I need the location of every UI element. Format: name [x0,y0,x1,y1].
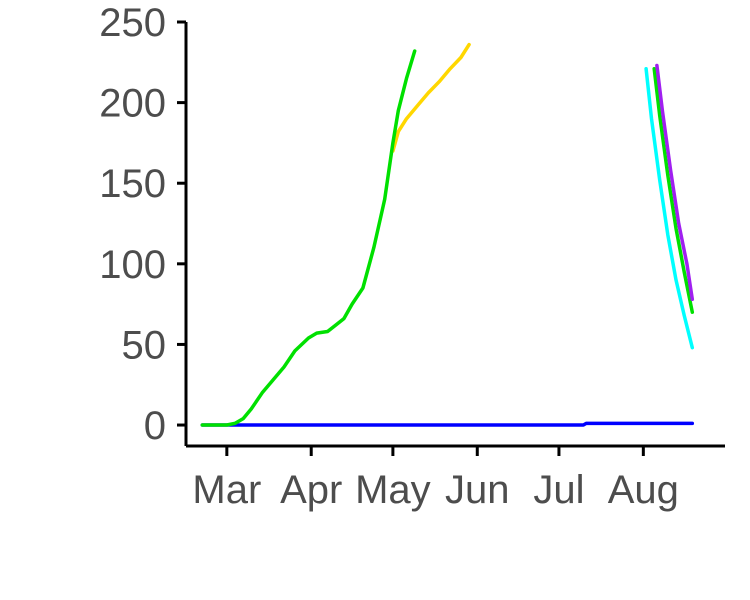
y-tick-label: 50 [122,323,167,367]
series-line-2 [391,42,471,153]
x-tick-label: May [355,468,431,512]
x-tick-label: Aug [608,468,679,512]
y-tick-label: 150 [99,162,166,206]
series-line-3 [200,49,417,427]
y-ticks: 0 50 100 150 200 250 [99,1,186,448]
y-tick-label: 200 [99,82,166,126]
y-tick-label: 0 [144,404,166,448]
x-tick-label: Mar [192,468,261,512]
x-tick-label: Jul [533,468,584,512]
x-tick-label: Apr [280,468,342,512]
y-tick-label: 250 [99,1,166,45]
series-line-1 [200,421,695,427]
series-line-6 [655,63,695,302]
y-tick-label: 100 [99,243,166,287]
series-line-5 [652,67,695,314]
series-line-4 [644,67,695,350]
x-tick-label: Jun [445,468,510,512]
x-ticks: Mar Apr May Jun Jul Aug [192,446,679,512]
series-layer [200,42,695,427]
axes-layer [184,22,725,448]
